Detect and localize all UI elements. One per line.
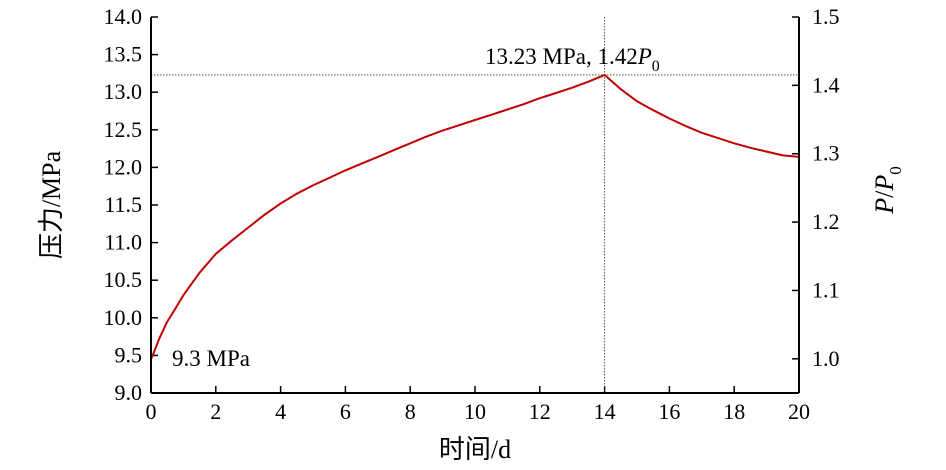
x-tick-label: 12 bbox=[529, 399, 551, 424]
y2-tick-label: 1.0 bbox=[812, 346, 840, 371]
y2-axis-title-var: P bbox=[870, 198, 899, 215]
y-tick-label: 11.5 bbox=[104, 192, 142, 217]
y-tick-label: 11.0 bbox=[104, 230, 142, 255]
series-layer bbox=[150, 73, 800, 360]
y-tick-label: 10.0 bbox=[104, 305, 143, 330]
start-annotation: 9.3 MPa bbox=[172, 346, 250, 371]
ticks-layer: 0 2 4 6 8 10 12 14 16 18 20 9.0 9.5 10.0 10.5 11.0 11.5 1… bbox=[104, 4, 840, 424]
y-tick-label: 12.5 bbox=[104, 117, 143, 142]
x-tick-label: 4 bbox=[275, 399, 286, 424]
x-tick-label: 18 bbox=[723, 399, 745, 424]
peak-annotation-sub: 0 bbox=[652, 58, 660, 75]
peak-annotation: 13.23 MPa, 1.42P0 bbox=[485, 44, 660, 75]
reference-lines bbox=[151, 17, 799, 393]
y-tick-label: 14.0 bbox=[104, 4, 143, 29]
y-axis-title: 压力/MPa bbox=[37, 150, 66, 259]
peak-annotation-var: P bbox=[637, 44, 652, 69]
x-tick-label: 8 bbox=[405, 399, 416, 424]
x-tick-label: 6 bbox=[340, 399, 351, 424]
y2-axis-title: P/P0 bbox=[870, 166, 905, 215]
x-axis-title: 时间/d bbox=[439, 435, 511, 464]
y2-tick-label: 1.4 bbox=[812, 72, 840, 97]
axes-frame bbox=[150, 17, 800, 394]
y-tick-label: 13.5 bbox=[104, 42, 143, 67]
y2-axis-title-sub: 0 bbox=[886, 166, 905, 175]
x-tick-label: 2 bbox=[210, 399, 221, 424]
x-tick-label: 14 bbox=[594, 399, 616, 424]
y2-tick-label: 1.3 bbox=[812, 141, 840, 166]
y2-tick-label: 1.5 bbox=[812, 4, 840, 29]
y2-axis-title-base: P bbox=[870, 175, 899, 192]
peak-annotation-text: 13.23 MPa, 1.42 bbox=[485, 44, 638, 69]
y-tick-label: 12.0 bbox=[104, 154, 143, 179]
y-tick-label: 9.0 bbox=[115, 380, 143, 405]
x-tick-label: 10 bbox=[464, 399, 486, 424]
y2-tick-label: 1.1 bbox=[812, 277, 840, 302]
x-tick-label: 16 bbox=[658, 399, 680, 424]
x-tick-label: 20 bbox=[788, 399, 810, 424]
y2-axis-title-sep: / bbox=[870, 190, 899, 198]
x-tick-label: 0 bbox=[146, 399, 157, 424]
y-tick-label: 10.5 bbox=[104, 267, 143, 292]
y2-tick-label: 1.2 bbox=[812, 209, 840, 234]
y-tick-label: 13.0 bbox=[104, 79, 143, 104]
pressure-series-line bbox=[150, 73, 800, 360]
y-tick-label: 9.5 bbox=[115, 342, 143, 367]
